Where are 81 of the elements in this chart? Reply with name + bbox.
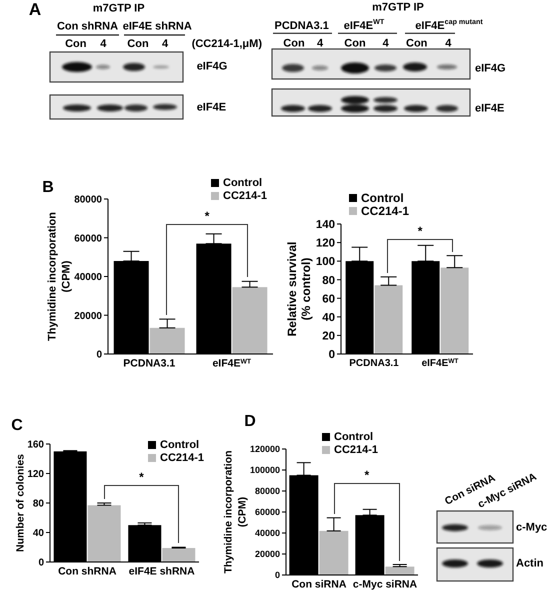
y-tick-label: 80 xyxy=(322,274,335,287)
y-tick-label: 20000 xyxy=(74,310,102,322)
y-tick-label: 80000 xyxy=(254,486,280,496)
text: Con shRNA xyxy=(56,20,118,33)
text: eIF4E xyxy=(475,102,504,114)
y-tick-label: 0 xyxy=(274,570,280,580)
bar xyxy=(385,566,414,575)
legend-label: CC214-1 xyxy=(361,204,410,218)
legend-label: Control xyxy=(361,190,405,204)
text: c-Myc xyxy=(516,522,548,534)
text: Con xyxy=(127,38,149,50)
y-tick-label: 100000 xyxy=(250,465,280,476)
y-axis-title: Relative survival (% control) xyxy=(285,242,314,336)
y-tick-label: 0 xyxy=(96,350,102,361)
text: eIF4E$^{WT}$ xyxy=(344,18,385,32)
annotation: * xyxy=(139,470,144,484)
text: eIF4E xyxy=(196,102,226,114)
bar xyxy=(319,530,348,575)
text: 4 xyxy=(316,37,324,50)
text: 4 xyxy=(445,37,452,50)
text: Actin xyxy=(516,558,544,570)
y-axis-title: Thymidine incorporation (CPM) xyxy=(222,450,249,574)
bar xyxy=(440,268,469,354)
text: B xyxy=(42,178,54,196)
y-tick-label: 160 xyxy=(27,440,44,451)
y-tick-label: 120 xyxy=(316,238,335,250)
text: (CC214-1,μM) xyxy=(192,38,262,50)
legend-label: CC214-1 xyxy=(334,444,380,457)
text: Con xyxy=(65,38,87,50)
y-tick-label: 140 xyxy=(316,219,335,232)
y-tick-label: 0 xyxy=(328,349,335,362)
y-tick-label: 40000 xyxy=(74,272,102,284)
text: eIF4E$^{cap mutant}$ xyxy=(415,18,484,32)
y-tick-label: 20 xyxy=(322,330,335,343)
y-tick-label: 100 xyxy=(316,256,335,268)
text: eIF4G xyxy=(196,60,228,73)
annotation: * xyxy=(204,209,210,223)
annotation: * xyxy=(364,468,370,482)
legend-label: CC214-1 xyxy=(160,452,206,465)
bar xyxy=(374,285,403,354)
y-tick-label: 80 xyxy=(32,498,44,510)
text: A xyxy=(28,0,42,18)
y-tick-label: 80000 xyxy=(74,194,102,206)
y-tick-label: 60000 xyxy=(254,507,280,518)
y-tick-label: 40000 xyxy=(254,528,280,538)
y-tick-label: 0 xyxy=(38,558,44,569)
x-tick-label: eIF4E$^{WT}$ xyxy=(422,358,458,370)
text: m7GTP IP xyxy=(372,2,424,14)
y-tick-label: 120000 xyxy=(250,444,280,454)
text: 4 xyxy=(382,37,390,50)
text: Con xyxy=(406,37,428,50)
text: Con xyxy=(344,37,366,50)
bar xyxy=(150,328,185,354)
x-tick-label: PCDNA3.1 xyxy=(349,358,400,370)
legend-label: Control xyxy=(160,439,200,452)
y-axis-title: Thymidine incorporation (CPM) xyxy=(46,212,73,341)
text: eIF4E shRNA xyxy=(122,20,192,33)
text: m7GTP IP xyxy=(92,2,145,14)
text: Con xyxy=(283,37,305,50)
y-tick-label: 40 xyxy=(32,528,44,540)
y-tick-label: 20000 xyxy=(254,549,280,560)
text: D xyxy=(244,412,256,430)
text: PCDNA3.1 xyxy=(274,20,329,32)
legend-label: Control xyxy=(223,177,264,190)
y-tick-label: 60 xyxy=(322,293,335,306)
y-tick-label: 60000 xyxy=(74,233,102,244)
annotation: * xyxy=(418,224,423,238)
bar xyxy=(162,548,196,562)
x-tick-label: eIF4E$^{WT}$ xyxy=(212,357,252,370)
y-tick-label: 40 xyxy=(322,312,335,324)
text: 4 xyxy=(100,38,108,50)
y-axis-title: Number of colonies xyxy=(14,454,27,552)
legend-label: CC214-1 xyxy=(223,190,268,203)
text: eIF4G xyxy=(475,62,506,74)
y-tick-label: 120 xyxy=(27,469,44,480)
text: C xyxy=(11,416,24,434)
x-tick-label: PCDNA3.1 xyxy=(123,357,176,370)
bar xyxy=(232,287,268,354)
text: 4 xyxy=(162,38,169,50)
legend-label: Control xyxy=(334,431,374,444)
bar xyxy=(88,505,121,562)
